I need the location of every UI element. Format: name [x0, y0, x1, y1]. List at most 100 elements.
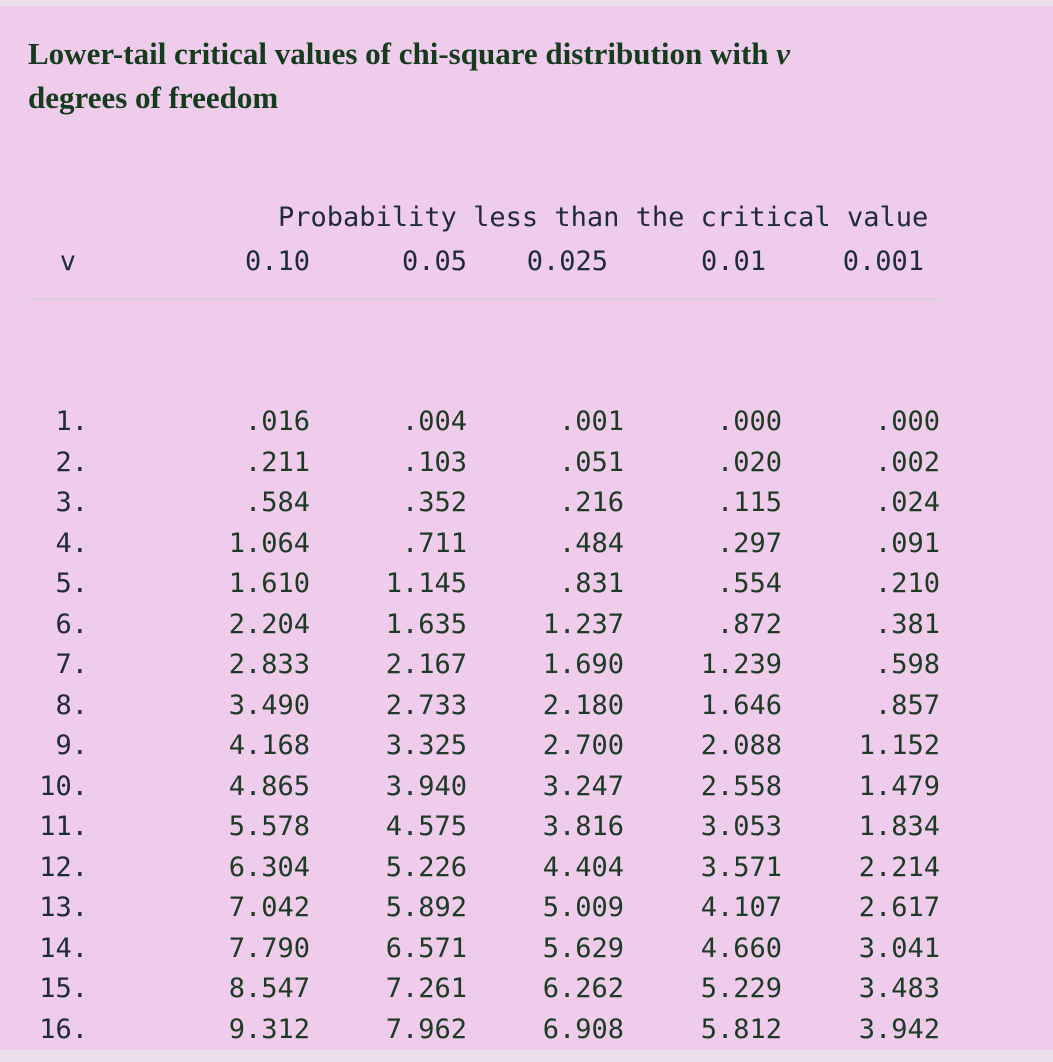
cell-p001: 2.088: [700, 730, 782, 761]
cell-p010: 1.064: [228, 527, 310, 559]
cell-p001: .872: [716, 608, 782, 640]
table-panel: Lower-tail critical values of chi-square…: [0, 6, 1053, 1050]
cell-p010: 5.578: [228, 811, 310, 842]
cell-p010: 4.168: [228, 730, 310, 761]
cell-p005: 7.261: [385, 973, 467, 1004]
cell-p0001: .002: [874, 446, 940, 478]
column-header-p0001: 0.001: [842, 246, 924, 277]
cell-p001: .554: [716, 568, 782, 599]
table-row: 15. 8.547 7.261 6.262 5.229 3.483: [0, 973, 1053, 1013]
cell-p005: 1.145: [385, 568, 467, 599]
cell-p010: 1.610: [228, 568, 310, 599]
cell-p0025: 4.404: [542, 851, 624, 883]
row-label: 3.: [55, 487, 88, 518]
column-header-row: v 0.10 0.05 0.025 0.01 0.001: [0, 246, 1053, 286]
header-divider: [28, 298, 940, 300]
probability-group-header: Probability less than the critical value: [278, 202, 929, 233]
column-header-p001: 0.01: [700, 246, 766, 277]
cell-p0025: 1.237: [542, 608, 624, 640]
title-symbol: v: [776, 36, 791, 71]
table-row: 1. .016 .004 .001 .000 .000: [0, 406, 1053, 446]
cell-p0001: 2.617: [858, 892, 940, 923]
cell-p010: 2.204: [228, 608, 310, 640]
cell-p0001: 3.942: [858, 1013, 940, 1045]
cell-p0001: .381: [874, 608, 940, 640]
cell-p0025: 5.629: [542, 932, 624, 964]
row-label: 13.: [39, 892, 88, 923]
table-row: 2. .211 .103 .051 .020 .002: [0, 447, 1053, 487]
table-row: 4. 1.064 .711 .484 .297 .091: [0, 528, 1053, 568]
cell-p0025: 3.816: [542, 811, 624, 842]
row-label: 15.: [39, 973, 88, 1004]
cell-p0001: 1.479: [858, 770, 940, 802]
cell-p001: 1.239: [700, 649, 782, 680]
cell-p010: 8.547: [228, 973, 310, 1004]
cell-p0001: .210: [874, 568, 940, 599]
cell-p001: 4.660: [700, 932, 782, 964]
row-label: 14.: [39, 932, 88, 964]
cell-p005: 3.325: [385, 730, 467, 761]
column-header-v: v: [59, 246, 76, 277]
cell-p0025: 2.700: [542, 730, 624, 761]
cell-p005: .352: [401, 487, 467, 518]
row-label: 10.: [39, 770, 88, 802]
table-row: 6. 2.204 1.635 1.237 .872 .381: [0, 609, 1053, 649]
cell-p005: 6.571: [385, 932, 467, 964]
cell-p010: 3.490: [228, 689, 310, 721]
row-label: 1.: [55, 406, 88, 437]
column-header-p0025: 0.025: [526, 246, 608, 277]
cell-p005: 2.167: [385, 649, 467, 680]
row-label: 11.: [39, 811, 88, 842]
cell-p0001: 3.483: [858, 973, 940, 1004]
table-row: 3. .584 .352 .216 .115 .024: [0, 487, 1053, 527]
cell-p0025: 5.009: [542, 892, 624, 923]
cell-p0001: 2.214: [858, 851, 940, 883]
cell-p010: 9.312: [228, 1013, 310, 1045]
cell-p0001: 3.041: [858, 932, 940, 964]
cell-p0025: .051: [558, 446, 624, 478]
cell-p005: 7.962: [385, 1013, 467, 1045]
cell-p0025: .484: [558, 527, 624, 559]
title-text: Lower-tail critical values of chi-square…: [28, 36, 769, 71]
cell-p001: 4.107: [700, 892, 782, 923]
cell-p0025: .831: [558, 568, 624, 599]
row-label: 7.: [55, 649, 88, 680]
table-row: 10. 4.865 3.940 3.247 2.558 1.479: [0, 771, 1053, 811]
cell-p010: .584: [244, 487, 310, 518]
cell-p005: 1.635: [385, 608, 467, 640]
cell-p0001: .000: [874, 406, 940, 437]
row-label: 16.: [39, 1013, 88, 1045]
cell-p0025: 2.180: [542, 689, 624, 721]
cell-p0025: .216: [558, 487, 624, 518]
row-label: 4.: [55, 527, 88, 559]
row-label: 2.: [55, 446, 88, 478]
row-label: 12.: [39, 851, 88, 883]
row-label: 6.: [55, 608, 88, 640]
cell-p001: 5.229: [700, 973, 782, 1004]
table-row: 8. 3.490 2.733 2.180 1.646 .857: [0, 690, 1053, 730]
cell-p005: 3.940: [385, 770, 467, 802]
cell-p0025: 3.247: [542, 770, 624, 802]
cell-p0001: .091: [874, 527, 940, 559]
cell-p0025: 6.262: [542, 973, 624, 1004]
cell-p0001: 1.834: [858, 811, 940, 842]
cell-p010: 6.304: [228, 851, 310, 883]
cell-p010: 7.042: [228, 892, 310, 923]
row-label: 9.: [55, 730, 88, 761]
column-header-p010: 0.10: [244, 246, 310, 277]
cell-p001: 3.571: [700, 851, 782, 883]
table-row: 14. 7.790 6.571 5.629 4.660 3.041: [0, 933, 1053, 973]
cell-p010: .016: [244, 406, 310, 437]
table-row: 7. 2.833 2.167 1.690 1.239 .598: [0, 649, 1053, 689]
cell-p005: 2.733: [385, 689, 467, 721]
row-label: 8.: [55, 689, 88, 721]
cell-p001: .020: [716, 446, 782, 478]
cell-p001: 5.812: [700, 1013, 782, 1045]
table-row: 13. 7.042 5.892 5.009 4.107 2.617: [0, 892, 1053, 932]
cell-p0001: .598: [874, 649, 940, 680]
table-row: 16. 9.312 7.962 6.908 5.812 3.942: [0, 1014, 1053, 1054]
table-row: 12. 6.304 5.226 4.404 3.571 2.214: [0, 852, 1053, 892]
cell-p010: 4.865: [228, 770, 310, 802]
cell-p005: .711: [401, 527, 467, 559]
cell-p005: 5.226: [385, 851, 467, 883]
